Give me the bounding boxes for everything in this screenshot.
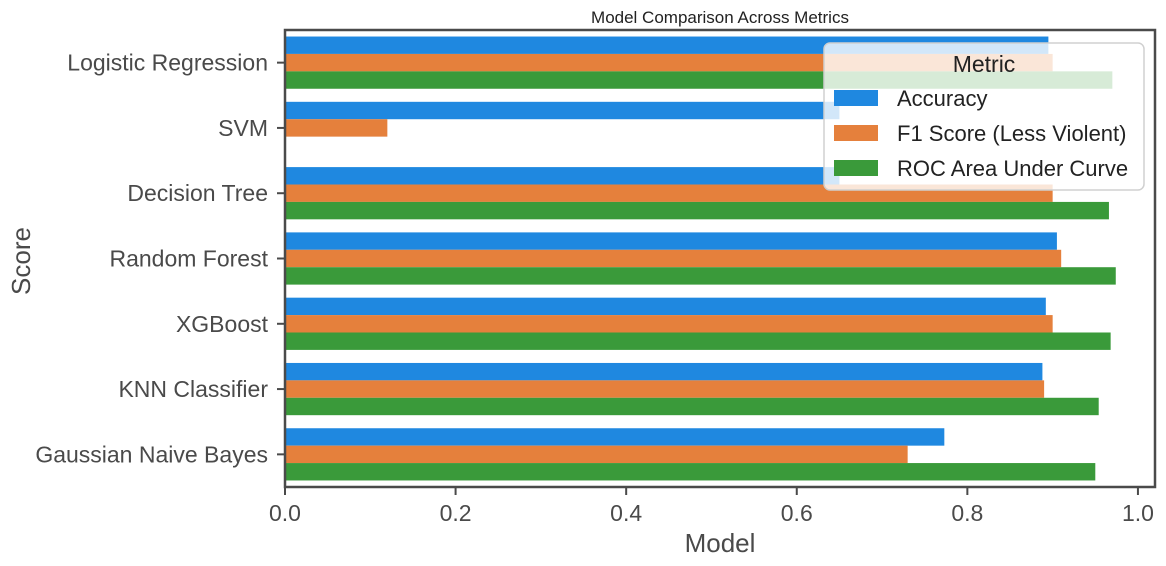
x-tick-label: 1.0 (1122, 500, 1154, 526)
y-tick-label: KNN Classifier (118, 376, 268, 402)
x-tick-label: 0.4 (610, 500, 642, 526)
bar-f1-score-less-violent--2 (285, 119, 388, 137)
bar-roc-area-under-curve-5 (285, 332, 1111, 350)
y-tick-label: XGBoost (176, 311, 269, 337)
legend-swatch (834, 125, 878, 141)
y-tick-label: Gaussian Naive Bayes (35, 441, 268, 467)
axes-group: 0.0 0.2 0.4 0.6 0.8 1.0 Logistic Regression SVM… (35, 28, 1157, 526)
bar-accuracy-5 (285, 297, 1046, 316)
legend-swatch (834, 160, 878, 176)
bar-roc-area-under-curve-3 (285, 201, 1109, 220)
bar-accuracy-4 (285, 232, 1057, 250)
legend-title: Metric (953, 51, 1016, 77)
y-tick-label: Logistic Regression (67, 50, 268, 76)
bar-roc-area-under-curve-7 (285, 463, 1096, 481)
y-axis-label: Score (6, 227, 36, 295)
legend: Metric Accuracy F1 Score (Less Violent) ROC… (823, 42, 1145, 191)
y-tick-label: Decision Tree (127, 180, 268, 206)
bar-accuracy-2 (285, 101, 840, 120)
bar-accuracy-3 (285, 167, 840, 185)
bar-f1-score-less-violent--4 (285, 249, 1062, 268)
legend-label: ROC Area Under Curve (897, 156, 1128, 181)
bar-f1-score-less-violent--5 (285, 315, 1053, 333)
x-tick-label: 0.6 (781, 500, 813, 526)
bar-f1-score-less-violent--6 (285, 380, 1045, 398)
bar-roc-area-under-curve-4 (285, 267, 1116, 285)
bar-accuracy-6 (285, 362, 1043, 381)
legend-label: Accuracy (897, 86, 987, 111)
y-tick-label: SVM (218, 115, 268, 141)
bar-roc-area-under-curve-6 (285, 397, 1099, 416)
bar-accuracy-7 (285, 428, 945, 446)
bars-group (285, 36, 1116, 481)
legend-swatch (834, 90, 878, 106)
x-tick-label: 0.0 (269, 500, 301, 526)
chart-title: Model Comparison Across Metrics (591, 8, 849, 27)
x-tick-label: 0.8 (951, 500, 983, 526)
x-tick-label: 0.2 (440, 500, 472, 526)
x-axis-label: Model (685, 528, 756, 558)
legend-box (823, 42, 1145, 191)
legend-label: F1 Score (Less Violent) (897, 121, 1126, 146)
bar-f1-score-less-violent--7 (285, 445, 908, 464)
y-tick-label: Random Forest (109, 246, 268, 272)
